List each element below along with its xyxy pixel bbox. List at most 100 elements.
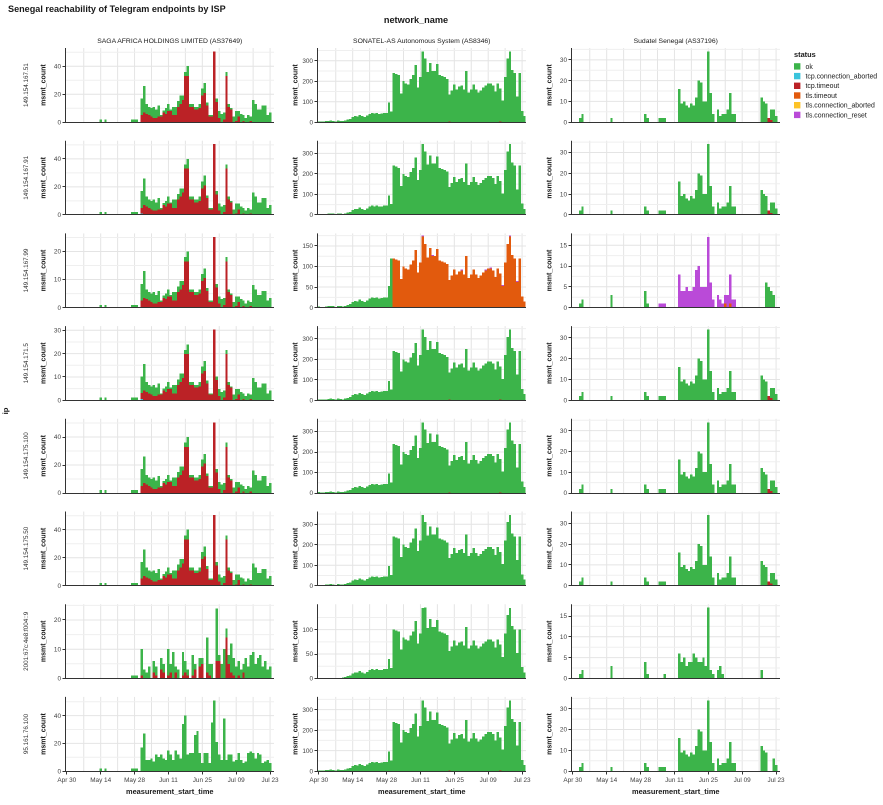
svg-text:Jul 09: Jul 09 [734, 777, 751, 784]
svg-text:200: 200 [302, 542, 313, 549]
svg-text:149.154.167.91: 149.154.167.91 [23, 155, 30, 199]
svg-text:status: status [794, 50, 816, 59]
svg-text:Jun 25: Jun 25 [445, 777, 465, 784]
svg-text:0: 0 [563, 676, 567, 683]
svg-text:Jun 11: Jun 11 [665, 777, 684, 784]
svg-text:300: 300 [302, 336, 313, 343]
svg-text:Jun 25: Jun 25 [193, 777, 213, 784]
svg-text:0: 0 [563, 583, 567, 590]
svg-text:0: 0 [57, 212, 61, 219]
svg-text:30: 30 [560, 706, 568, 713]
svg-text:May 28: May 28 [124, 777, 145, 784]
svg-text:0: 0 [309, 583, 313, 590]
svg-text:0: 0 [563, 119, 567, 126]
svg-text:20: 20 [560, 171, 568, 178]
svg-text:0: 0 [57, 768, 61, 775]
svg-text:300: 300 [302, 58, 313, 65]
svg-text:100: 100 [302, 192, 313, 199]
svg-text:SONATEL-AS Autonomous System (: SONATEL-AS Autonomous System (AS8346) [353, 38, 490, 45]
svg-text:0: 0 [57, 490, 61, 497]
svg-text:0: 0 [57, 583, 61, 590]
svg-text:15: 15 [560, 242, 568, 249]
svg-text:May 14: May 14 [90, 777, 111, 784]
svg-text:Jul 09: Jul 09 [480, 777, 497, 784]
svg-text:200: 200 [302, 171, 313, 178]
svg-text:30: 30 [54, 328, 62, 335]
svg-text:149.154.167.99: 149.154.167.99 [23, 248, 30, 292]
svg-text:msmt_count: msmt_count [547, 249, 554, 291]
svg-text:measurement_start_time: measurement_start_time [632, 787, 720, 796]
svg-text:20: 20 [54, 555, 62, 562]
svg-text:0: 0 [309, 676, 313, 683]
svg-text:40: 40 [54, 527, 62, 534]
svg-text:May 28: May 28 [376, 777, 397, 784]
svg-text:10: 10 [54, 374, 62, 381]
svg-text:msmt_count: msmt_count [41, 249, 48, 291]
svg-text:msmt_count: msmt_count [41, 156, 48, 198]
svg-text:0: 0 [309, 305, 313, 312]
svg-text:May 14: May 14 [596, 777, 617, 784]
svg-text:0: 0 [563, 768, 567, 775]
svg-text:Jun 11: Jun 11 [159, 777, 178, 784]
svg-text:40: 40 [54, 156, 62, 163]
svg-text:20: 20 [560, 78, 568, 85]
svg-text:20: 20 [560, 449, 568, 456]
svg-text:150: 150 [302, 243, 313, 250]
svg-text:msmt_count: msmt_count [293, 434, 300, 476]
svg-text:msmt_count: msmt_count [293, 342, 300, 384]
svg-text:40: 40 [54, 434, 62, 441]
svg-text:149.154.175.100: 149.154.175.100 [23, 432, 30, 480]
svg-text:149.154.171.5: 149.154.171.5 [23, 343, 30, 384]
svg-text:Jul 23: Jul 23 [768, 777, 785, 784]
svg-text:msmt_count: msmt_count [547, 434, 554, 476]
svg-text:msmt_count: msmt_count [547, 713, 554, 755]
svg-text:msmt_count: msmt_count [293, 713, 300, 755]
svg-text:100: 100 [302, 377, 313, 384]
svg-text:0: 0 [309, 768, 313, 775]
svg-text:300: 300 [302, 151, 313, 158]
svg-text:20: 20 [560, 727, 568, 734]
svg-text:msmt_count: msmt_count [293, 249, 300, 291]
svg-text:0: 0 [309, 119, 313, 126]
svg-text:20: 20 [54, 741, 62, 748]
svg-text:149.154.167.51: 149.154.167.51 [23, 63, 30, 107]
svg-text:0: 0 [57, 398, 61, 405]
svg-text:50: 50 [306, 284, 314, 291]
svg-text:200: 200 [302, 449, 313, 456]
svg-text:0: 0 [563, 398, 567, 405]
svg-text:network_name: network_name [384, 15, 448, 25]
svg-text:20: 20 [54, 184, 62, 191]
svg-text:Jun 25: Jun 25 [699, 777, 719, 784]
svg-text:0: 0 [57, 119, 61, 126]
svg-text:200: 200 [302, 727, 313, 734]
svg-text:msmt_count: msmt_count [293, 527, 300, 569]
svg-text:msmt_count: msmt_count [547, 620, 554, 662]
svg-text:msmt_count: msmt_count [547, 156, 554, 198]
svg-text:20: 20 [560, 356, 568, 363]
svg-text:measurement_start_time: measurement_start_time [126, 787, 214, 796]
svg-text:100: 100 [302, 562, 313, 569]
svg-text:10: 10 [560, 99, 568, 106]
svg-text:0: 0 [563, 490, 567, 497]
svg-text:msmt_count: msmt_count [41, 342, 48, 384]
svg-text:20: 20 [54, 249, 62, 256]
svg-text:tls.connection_aborted: tls.connection_aborted [806, 103, 876, 110]
svg-text:0: 0 [57, 676, 61, 683]
svg-text:msmt_count: msmt_count [41, 64, 48, 106]
svg-text:msmt_count: msmt_count [547, 527, 554, 569]
svg-text:20: 20 [54, 351, 62, 358]
svg-text:msmt_count: msmt_count [41, 620, 48, 662]
svg-text:30: 30 [560, 521, 568, 528]
svg-text:tls.timeout: tls.timeout [806, 93, 837, 100]
svg-text:Sudatel Senegal (AS37196): Sudatel Senegal (AS37196) [634, 38, 718, 45]
svg-text:100: 100 [302, 470, 313, 477]
svg-text:tls.connection_reset: tls.connection_reset [806, 112, 867, 119]
svg-text:300: 300 [302, 429, 313, 436]
svg-text:2001:67c:4e8:f004::9: 2001:67c:4e8:f004::9 [23, 611, 30, 671]
svg-text:10: 10 [560, 377, 568, 384]
svg-text:Apr 30: Apr 30 [57, 777, 76, 784]
svg-text:msmt_count: msmt_count [547, 64, 554, 106]
svg-text:10: 10 [560, 469, 568, 476]
svg-text:msmt_count: msmt_count [293, 620, 300, 662]
svg-text:0: 0 [309, 490, 313, 497]
